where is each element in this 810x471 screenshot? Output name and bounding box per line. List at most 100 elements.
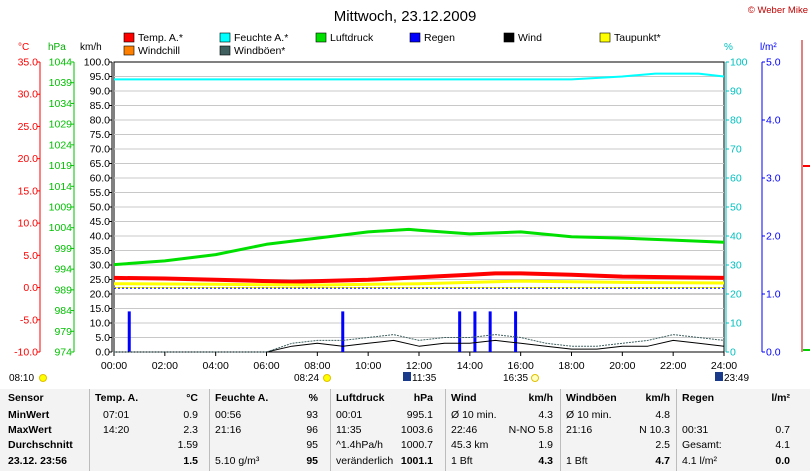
weather-chart: Mittwoch, 23.12.2009 © Weber Mike Temp. … xyxy=(9,5,810,384)
pressure-unit-label: hPa xyxy=(48,42,66,53)
pressure-tick-label: 1024 xyxy=(49,139,73,151)
column-separator xyxy=(209,389,210,471)
legend-label: Windböen* xyxy=(234,45,285,57)
sun-icon xyxy=(323,374,331,382)
legend-swatch xyxy=(503,32,515,43)
cell-time: 5.10 g/m³ xyxy=(215,455,260,467)
moon-icon xyxy=(403,372,411,381)
cell-time: veränderlich xyxy=(336,455,394,467)
column-header: Sensor xyxy=(8,392,44,404)
speed-tick-label: 60.0 xyxy=(90,173,111,185)
column-separator xyxy=(330,389,331,471)
cell-value: 95 xyxy=(306,439,318,451)
row-label: Durchschnitt xyxy=(8,439,73,451)
legend-label: Wind xyxy=(518,32,542,44)
cell-value: 1000.7 xyxy=(400,439,433,451)
humidity-tick-label: 30 xyxy=(730,260,742,272)
copyright-text: © Weber Mike xyxy=(748,5,808,16)
speed-tick-label: 70.0 xyxy=(90,144,111,156)
pressure-tick-label: 984 xyxy=(54,305,72,317)
cell-time: 14:20 xyxy=(103,424,130,436)
series-line xyxy=(114,72,725,81)
sunset-icon xyxy=(531,374,539,382)
column-unit: km/h xyxy=(645,392,670,404)
legend-swatch xyxy=(315,32,327,43)
rain-tick-label: 1.0 xyxy=(766,289,781,301)
legend-swatch xyxy=(123,45,135,56)
humidity-tick-label: 80 xyxy=(730,115,742,127)
legend-label: Luftdruck xyxy=(330,32,374,44)
rain-tick-label: 5.0 xyxy=(766,57,781,69)
speed-tick-label: 5.0 xyxy=(95,332,110,344)
sunset-time: 16:35 xyxy=(503,373,528,384)
x-tick-label: 24:00 xyxy=(711,360,737,372)
cell-time: 21:16 xyxy=(566,424,593,436)
speed-tick-label: 100.0 xyxy=(84,57,110,69)
moonrise-time: 11:35 xyxy=(412,373,437,384)
pressure-tick-label: 1044 xyxy=(49,57,73,69)
row-label: MinWert xyxy=(8,409,50,421)
pressure-tick-label: 1029 xyxy=(49,119,73,131)
cell-value: 1.9 xyxy=(538,439,553,451)
rain-bar xyxy=(473,311,477,352)
pressure-tick-label: 979 xyxy=(54,326,72,338)
cell-value: N-NO 5.8 xyxy=(508,424,553,436)
column-unit: °C xyxy=(186,392,198,404)
cell-value: 4.8 xyxy=(655,409,670,421)
temp-tick-label: -5.0 xyxy=(20,314,38,326)
legend-label: Feuchte A.* xyxy=(234,32,288,44)
speed-unit-label: km/h xyxy=(80,42,102,53)
series-line xyxy=(113,227,725,267)
cell-time: 1 Bft xyxy=(451,455,473,467)
temp-tick-label: 10.0 xyxy=(18,218,39,230)
column-unit: % xyxy=(308,392,318,404)
row-label: MaxWert xyxy=(8,424,52,436)
chart-title: Mittwoch, 23.12.2009 xyxy=(334,8,477,25)
pressure-tick-label: 1009 xyxy=(49,202,73,214)
rain-bar xyxy=(458,311,462,352)
rain-bar xyxy=(514,311,518,352)
cell-value: 2.5 xyxy=(655,439,670,451)
cell-time: 00:56 xyxy=(215,409,242,421)
humidity-unit-label: % xyxy=(724,42,733,53)
row-label: 23.12. 23:56 xyxy=(8,455,67,467)
x-tick-label: 08:00 xyxy=(304,360,330,372)
pressure-tick-label: 974 xyxy=(54,347,72,359)
column-separator xyxy=(445,389,446,471)
right-edge-marker xyxy=(803,165,810,167)
speed-tick-label: 40.0 xyxy=(90,231,111,243)
grid xyxy=(114,76,724,338)
humidity-tick-label: 0 xyxy=(730,347,736,359)
humidity-tick-label: 100 xyxy=(730,57,748,69)
x-tick-label: 14:00 xyxy=(457,360,483,372)
temp-tick-label: 15.0 xyxy=(18,185,39,197)
speed-tick-label: 95.0 xyxy=(90,71,111,83)
cell-time: 45.3 km xyxy=(451,439,489,451)
cell-time: 22:46 xyxy=(451,424,478,436)
speed-tick-label: 85.0 xyxy=(90,100,111,112)
cell-value: 93 xyxy=(306,409,318,421)
temp-tick-label: 25.0 xyxy=(18,121,39,133)
x-tick-label: 04:00 xyxy=(203,360,229,372)
speed-tick-label: 20.0 xyxy=(90,289,111,301)
column-header: Luftdruck xyxy=(336,392,385,404)
pressure-tick-label: 1039 xyxy=(49,77,73,89)
pressure-tick-label: 999 xyxy=(54,243,72,255)
humidity-tick-label: 10 xyxy=(730,318,742,330)
speed-tick-label: 30.0 xyxy=(90,260,111,272)
cell-value: 4.7 xyxy=(655,455,670,467)
right-edge-marker-green xyxy=(803,349,810,351)
legend-swatch xyxy=(409,32,421,43)
legend-label: Taupunkt* xyxy=(614,32,661,44)
legend-swatch xyxy=(219,45,231,56)
pressure-tick-label: 1014 xyxy=(49,181,73,193)
cell-value: 2.3 xyxy=(183,424,198,436)
cell-value: 1003.6 xyxy=(400,424,433,436)
temp-tick-label: 20.0 xyxy=(18,153,39,165)
cell-time: Ø 10 min. xyxy=(451,409,497,421)
cell-time: 00:01 xyxy=(336,409,363,421)
series-layer xyxy=(113,72,725,353)
cell-time: 11:35 xyxy=(336,424,362,436)
pressure-tick-label: 994 xyxy=(54,264,72,276)
column-header: Wind xyxy=(451,392,477,404)
